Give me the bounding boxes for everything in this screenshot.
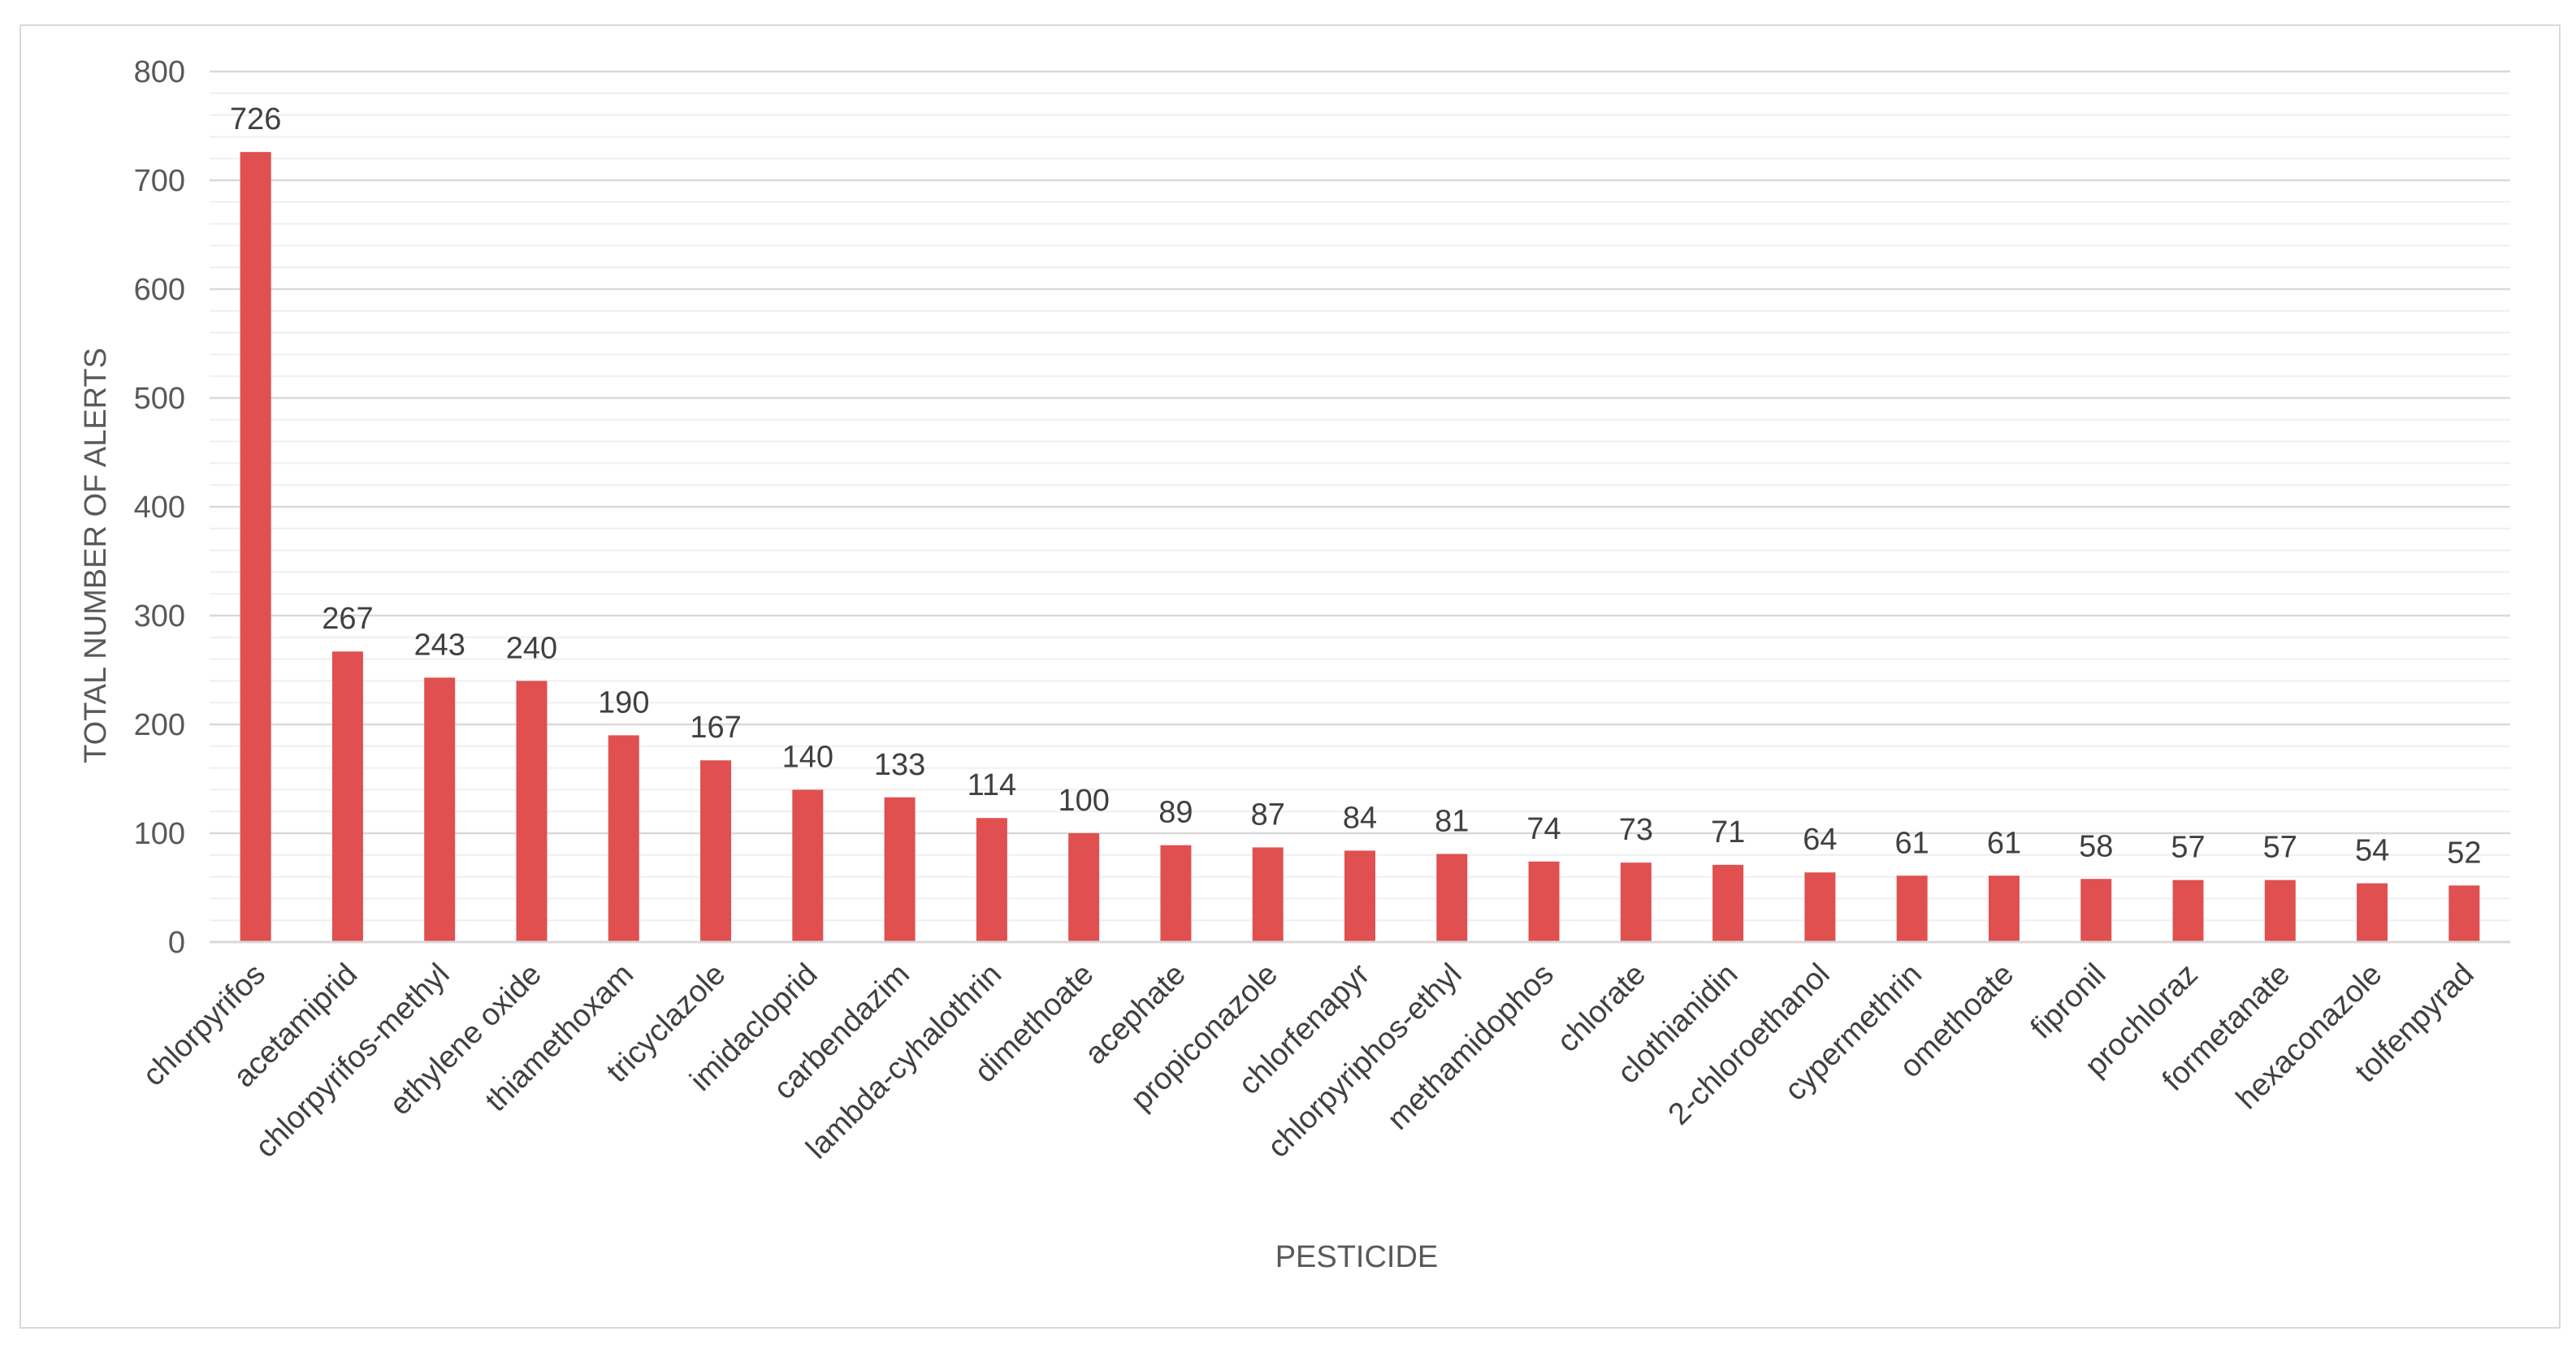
data-label: 726: [230, 102, 281, 136]
bar: [516, 681, 548, 942]
data-label: 64: [1803, 823, 1837, 857]
x-tick-label: methamidophos: [1381, 957, 1561, 1137]
bars: [240, 152, 2480, 942]
y-tick-label: 400: [134, 491, 185, 525]
data-label: 84: [1343, 801, 1377, 835]
x-tick-label: 2-chloroethanol: [1662, 957, 1837, 1132]
bar: [240, 152, 271, 942]
y-tick-label: 0: [168, 926, 185, 960]
bar: [700, 760, 732, 942]
y-tick-label: 200: [134, 708, 185, 742]
data-label: 167: [690, 711, 741, 745]
data-label: 73: [1619, 813, 1653, 847]
data-label: 52: [2447, 836, 2481, 870]
data-label: 81: [1435, 804, 1469, 838]
minor-gridlines: [210, 92, 2510, 922]
y-axis-title: TOTAL NUMBER OF ALERTS: [79, 348, 113, 763]
data-labels: 726 267 243 240 190 167 140 133 114 100 89 87 84 81 74…: [230, 102, 2482, 870]
data-label: 57: [2171, 831, 2205, 865]
bar: [1160, 845, 1192, 942]
bar: [608, 735, 639, 942]
data-label: 100: [1058, 784, 1109, 818]
data-label: 87: [1251, 798, 1285, 832]
bar: [2172, 880, 2204, 942]
data-label: 240: [506, 631, 557, 665]
y-tick-label: 700: [134, 164, 185, 198]
bar: [792, 789, 824, 942]
bar: [1528, 861, 1560, 942]
data-label: 71: [1711, 815, 1745, 849]
data-label: 74: [1526, 812, 1561, 846]
data-label: 61: [1987, 826, 2021, 860]
y-tick-label: 800: [134, 55, 185, 89]
data-label: 267: [322, 602, 373, 636]
data-label: 61: [1895, 826, 1929, 860]
y-tick-label: 600: [134, 273, 185, 307]
bar: [1896, 875, 1928, 942]
bar: [1436, 854, 1468, 942]
bar: [1988, 875, 2020, 942]
bar: [1344, 850, 1375, 942]
bar: [884, 797, 916, 942]
bar: [2448, 885, 2480, 942]
data-label: 89: [1158, 796, 1193, 830]
chart-frame: [19, 24, 2561, 1329]
data-label: 114: [968, 768, 1017, 802]
data-label: 133: [874, 748, 925, 782]
bar: [1712, 864, 1744, 942]
bar: [1620, 862, 1652, 942]
data-label: 57: [2263, 831, 2297, 865]
data-label: 243: [413, 628, 465, 662]
bar: [2080, 879, 2112, 942]
bar: [1804, 872, 1836, 942]
data-label: 140: [782, 740, 833, 774]
bar: [976, 818, 1007, 942]
data-label: 190: [598, 685, 649, 720]
data-label: 58: [2079, 829, 2113, 863]
bar: [331, 651, 363, 942]
x-axis-title: PESTICIDE: [1275, 1240, 1439, 1274]
bar: [1252, 847, 1284, 942]
y-tick-label: 300: [134, 599, 185, 633]
y-tick-label: 500: [134, 382, 185, 416]
y-axis-tick-labels: 0 100 200 300 400 500 600 700 800: [134, 55, 185, 960]
y-tick-label: 100: [134, 817, 185, 851]
bar: [1068, 833, 1100, 942]
x-axis-tick-labels: chlorpyrifosacetamipridchlorpyrifos-meth…: [136, 957, 2481, 1165]
data-label: 54: [2355, 834, 2389, 868]
bar: [2264, 880, 2296, 942]
bar: [424, 677, 456, 942]
major-gridlines: [210, 70, 2510, 835]
bar: [2357, 883, 2388, 942]
x-tick-label: fipronil: [2024, 957, 2113, 1046]
